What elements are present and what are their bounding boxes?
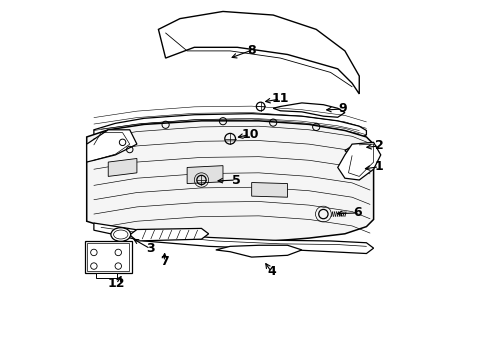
Text: 4: 4 bbox=[266, 265, 275, 278]
Polygon shape bbox=[344, 144, 373, 158]
Polygon shape bbox=[86, 130, 137, 162]
Polygon shape bbox=[129, 228, 208, 241]
Polygon shape bbox=[158, 12, 359, 94]
Text: 3: 3 bbox=[146, 242, 155, 255]
Polygon shape bbox=[108, 158, 137, 176]
Text: 10: 10 bbox=[241, 128, 258, 141]
Polygon shape bbox=[187, 166, 223, 184]
Text: 8: 8 bbox=[247, 44, 255, 57]
Ellipse shape bbox=[113, 230, 128, 239]
Polygon shape bbox=[94, 223, 373, 253]
Polygon shape bbox=[86, 121, 373, 241]
Text: 6: 6 bbox=[352, 207, 361, 220]
Text: 9: 9 bbox=[338, 103, 346, 116]
Text: 5: 5 bbox=[231, 174, 240, 186]
FancyBboxPatch shape bbox=[87, 243, 129, 271]
Polygon shape bbox=[337, 142, 380, 180]
Text: 12: 12 bbox=[107, 278, 124, 291]
FancyBboxPatch shape bbox=[85, 241, 131, 273]
Text: 2: 2 bbox=[374, 139, 383, 152]
Ellipse shape bbox=[111, 228, 130, 241]
Polygon shape bbox=[215, 245, 301, 257]
Text: 1: 1 bbox=[374, 160, 383, 173]
Polygon shape bbox=[273, 103, 344, 117]
Polygon shape bbox=[94, 114, 366, 140]
Text: 11: 11 bbox=[271, 93, 288, 105]
Polygon shape bbox=[96, 273, 117, 278]
Polygon shape bbox=[251, 183, 287, 197]
Text: 7: 7 bbox=[160, 255, 168, 268]
